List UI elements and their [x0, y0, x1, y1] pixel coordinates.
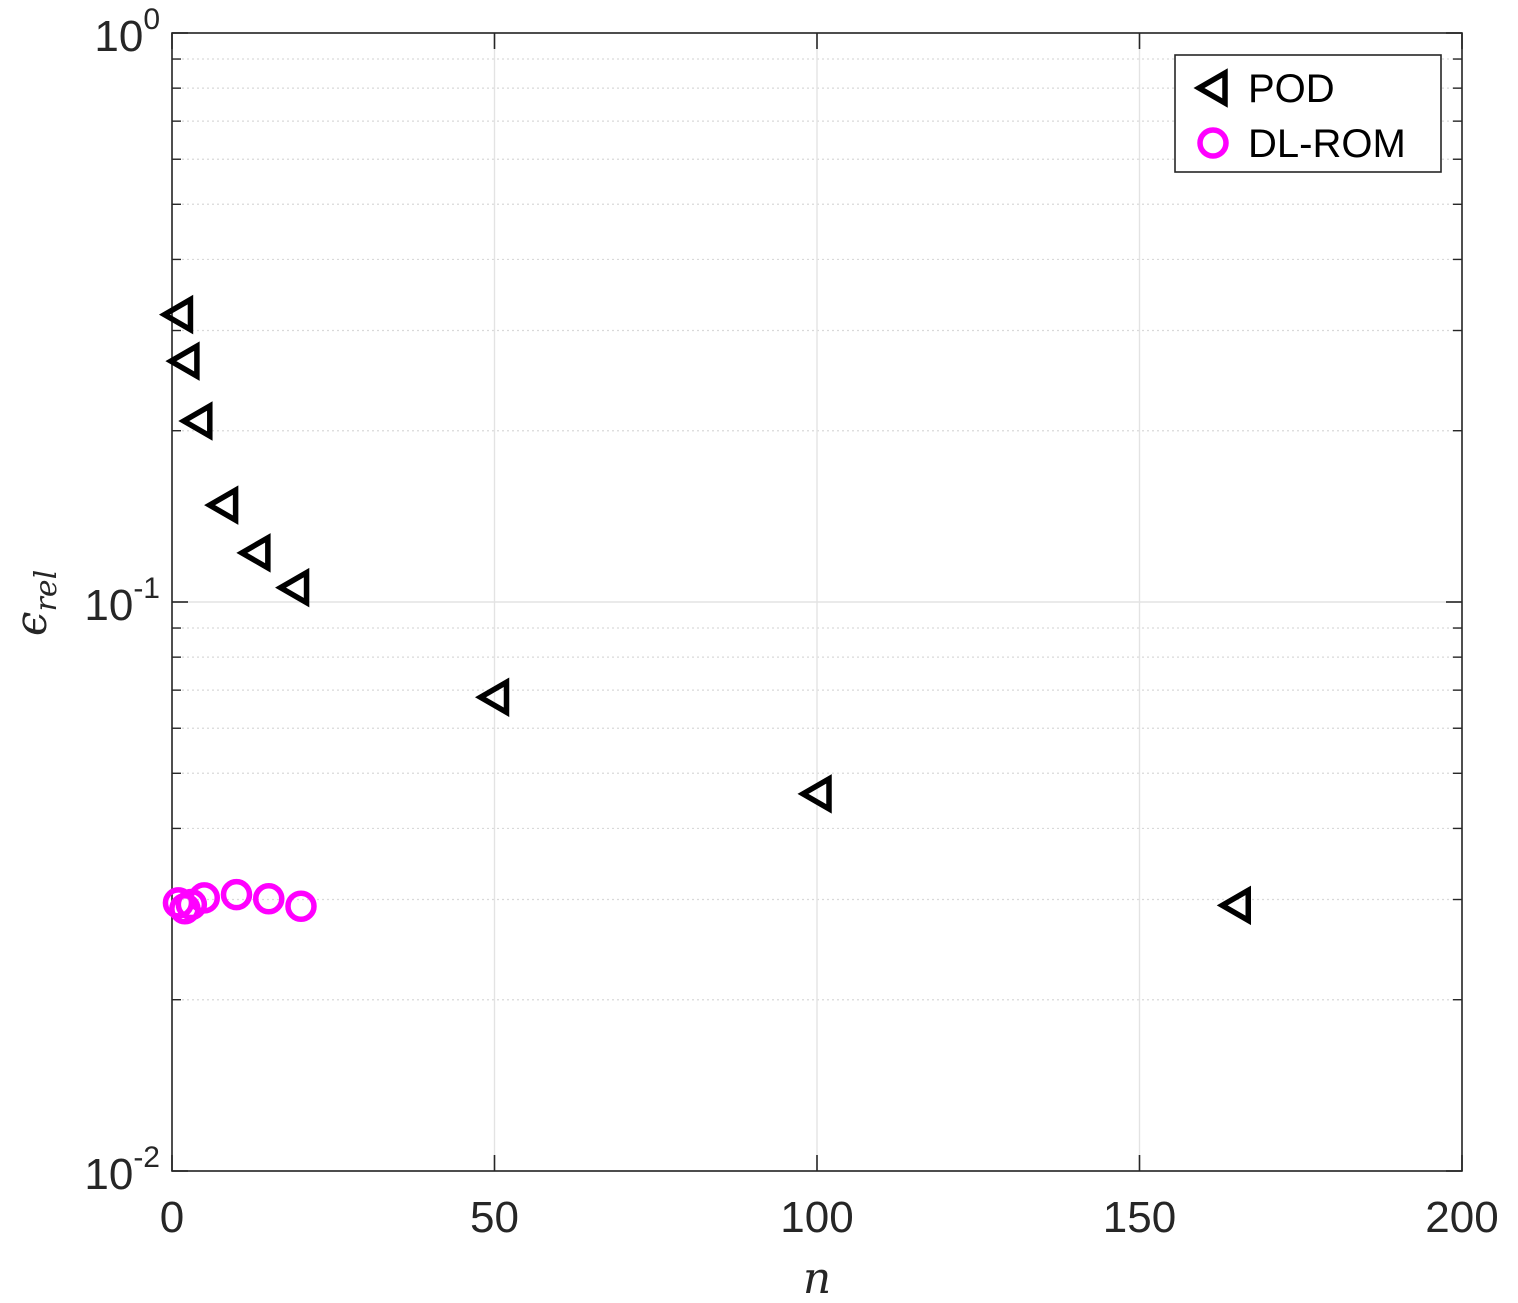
data-point-circle [285, 890, 317, 922]
data-point-triangle [204, 485, 239, 525]
data-point-triangle [178, 401, 213, 441]
data-point-triangle [236, 533, 271, 573]
data-point-triangle [165, 341, 200, 381]
data-marks [158, 294, 1251, 926]
series-pod [158, 294, 1251, 926]
x-tick-label: 100 [780, 1193, 853, 1242]
data-point-triangle [474, 677, 510, 718]
y-axis-label: ϵrel [6, 570, 64, 636]
y-tick-exponent: -2 [133, 1141, 160, 1174]
legend-item[interactable]: POD [1193, 67, 1335, 111]
y-tick-base: 10 [84, 1150, 133, 1199]
y-tick-exponent: -1 [133, 572, 160, 605]
data-point-triangle [158, 294, 194, 335]
y-tick-base: 10 [94, 12, 143, 61]
legend-marker-triangle [1193, 68, 1228, 108]
y-axis-subscript: rel [29, 570, 64, 612]
data-point-circle [220, 878, 253, 911]
data-point-triangle [275, 567, 310, 608]
x-tick-label: 0 [160, 1193, 184, 1242]
y-tick-label: 10-2 [84, 1141, 160, 1199]
x-axis-label: n [803, 1253, 831, 1303]
legend-item[interactable]: DL-ROM [1197, 122, 1406, 166]
y-tick-exponent: 0 [143, 3, 160, 36]
legend-label: POD [1248, 67, 1335, 111]
legend[interactable]: POD DL-ROM [1174, 54, 1442, 173]
legend-label: DL-ROM [1248, 122, 1406, 166]
data-point-triangle [1216, 885, 1251, 926]
y-tick-label: 100 [94, 3, 160, 61]
y-axis-symbol: ϵ [6, 612, 57, 637]
series-dl-rom [162, 878, 317, 925]
legend-marker-circle [1197, 127, 1229, 159]
x-tick-label: 200 [1425, 1193, 1498, 1242]
x-tick-label: 50 [470, 1193, 519, 1242]
data-point-circle [253, 882, 285, 915]
y-tick-base: 10 [84, 581, 133, 630]
data-point-triangle [797, 774, 832, 814]
x-tick-label: 150 [1103, 1193, 1176, 1242]
svg-text:ϵrel: ϵrel [6, 570, 64, 636]
y-tick-label: 10-1 [84, 572, 160, 630]
plot-frame [171, 32, 1463, 1172]
data-point-circle [188, 882, 220, 914]
